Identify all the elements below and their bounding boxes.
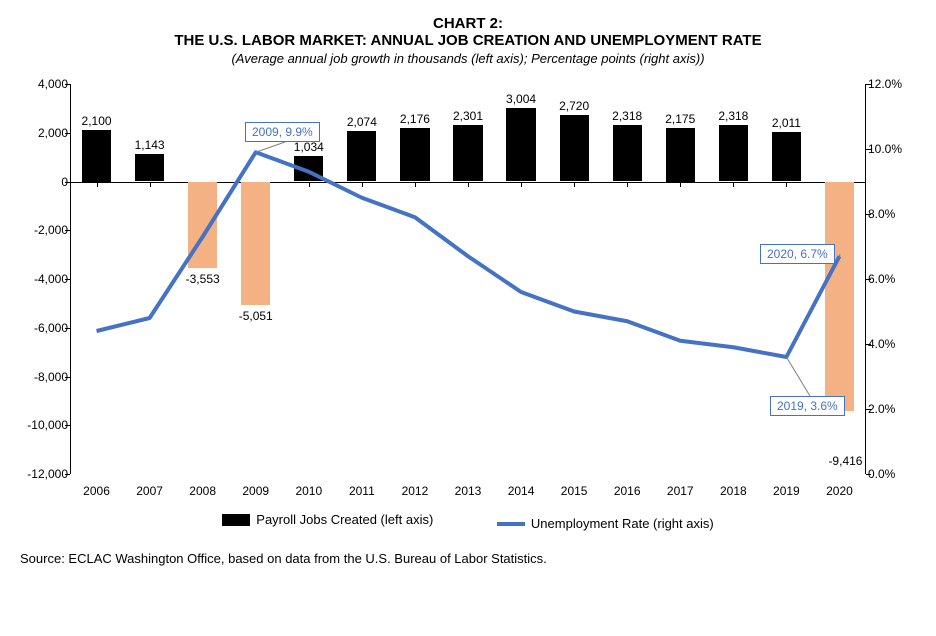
x-tick-label: 2016 (614, 484, 641, 498)
x-tick-label: 2018 (720, 484, 747, 498)
x-tick-label: 2015 (561, 484, 588, 498)
callout-box: 2019, 3.6% (770, 396, 845, 416)
x-tick-label: 2011 (349, 484, 375, 498)
tick-right (866, 344, 871, 345)
x-axis-labels: 2006 2007 2008 2009 2010 2011 2012 2013 2014 2015… (70, 479, 866, 504)
y-left-tick-label: -10,000 (20, 418, 68, 432)
plot-area: 2,1001,143-3,553-5,0511,0342,0742,1762,3… (70, 84, 866, 474)
x-tick-label: 2017 (667, 484, 694, 498)
y-left-tick-label: 2,000 (20, 126, 68, 140)
callout-box: 2020, 6.7% (760, 244, 835, 264)
y-left-tick-label: -6,000 (20, 321, 68, 335)
legend-label-bars: Payroll Jobs Created (left axis) (256, 512, 433, 527)
y-right-tick-label: 2.0% (868, 402, 916, 416)
chart-area: 4,000 2,000 0 -2,000 -4,000 -6,000 -8,000 -10,0… (20, 74, 916, 504)
callout-layer: 2009, 9.9% 2019, 3.6% 2020, 6.7% (70, 84, 866, 474)
x-tick-label: 2019 (773, 484, 800, 498)
y-right-tick-label: 8.0% (868, 207, 916, 221)
x-tick-label: 2014 (508, 484, 535, 498)
callout-box: 2009, 9.9% (245, 122, 320, 142)
x-tick-label: 2007 (136, 484, 163, 498)
x-tick-label: 2010 (295, 484, 322, 498)
legend-swatch-bar (222, 514, 250, 526)
tick-right (866, 214, 871, 215)
chart-subtitle: (Average annual job growth in thousands … (20, 51, 916, 66)
y-left-tick-label: 0 (20, 175, 68, 189)
legend-label-line: Unemployment Rate (right axis) (531, 516, 714, 531)
y-left-tick-label: -12,000 (20, 467, 68, 481)
legend-swatch-line (497, 522, 525, 526)
y-left-tick-label: -2,000 (20, 223, 68, 237)
chart-title: THE U.S. LABOR MARKET: ANNUAL JOB CREATI… (20, 32, 916, 49)
legend: Payroll Jobs Created (left axis) Unemplo… (20, 512, 916, 531)
title-block: CHART 2: THE U.S. LABOR MARKET: ANNUAL J… (20, 15, 916, 66)
x-tick-label: 2020 (826, 484, 853, 498)
tick-right (866, 474, 871, 475)
x-tick-label: 2012 (402, 484, 429, 498)
tick-right (866, 84, 871, 85)
y-left-tick-label: 4,000 (20, 77, 68, 91)
tick-right (866, 149, 871, 150)
legend-item-line: Unemployment Rate (right axis) (497, 516, 714, 531)
y-right-tick-label: 6.0% (868, 272, 916, 286)
y-right-tick-label: 0.0% (868, 467, 916, 481)
source-text: Source: ECLAC Washington Office, based o… (20, 551, 916, 566)
chart-number: CHART 2: (20, 15, 916, 32)
y-right-tick-label: 10.0% (868, 142, 916, 156)
tick-left (65, 474, 70, 475)
y-right-tick-label: 4.0% (868, 337, 916, 351)
tick-right (866, 409, 871, 410)
y-right-tick-label: 12.0% (868, 77, 916, 91)
y-axis-left-labels: 4,0002,0000-2,000-4,000-6,000-8,000-10,0… (20, 84, 68, 474)
y-left-tick-label: -4,000 (20, 272, 68, 286)
y-left-tick-label: -8,000 (20, 370, 68, 384)
x-tick-label: 2009 (242, 484, 269, 498)
tick-right (866, 279, 871, 280)
x-tick-label: 2006 (83, 484, 110, 498)
x-tick-label: 2008 (189, 484, 216, 498)
legend-item-bars: Payroll Jobs Created (left axis) (222, 512, 433, 527)
y-axis-right-labels: 12.0%10.0%8.0%6.0%4.0%2.0%0.0% (868, 84, 916, 474)
x-tick-label: 2013 (455, 484, 482, 498)
